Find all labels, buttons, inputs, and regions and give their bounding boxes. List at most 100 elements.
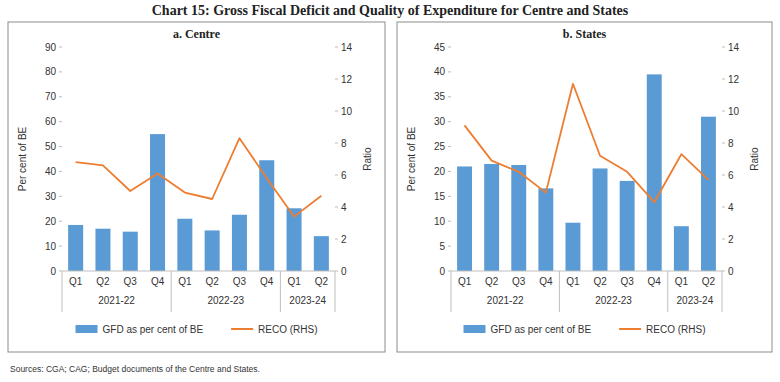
y-tick: [59, 96, 62, 97]
legend-item: GFD as per cent of BE: [464, 324, 592, 335]
y-tick-label: 10: [434, 216, 446, 227]
x-tick-label: Q3: [512, 276, 526, 287]
y-tick: [59, 221, 62, 222]
y2-tick-label: 12: [341, 74, 353, 85]
legend: GFD as per cent of BE RECO (RHS): [464, 324, 706, 335]
x-tick-label: Q3: [233, 276, 247, 287]
group-separator: [171, 271, 172, 312]
y2-tick: [335, 143, 338, 144]
group-label: 2022-23: [207, 295, 244, 306]
line: [465, 84, 709, 202]
y2-tick-label: 10: [728, 106, 740, 117]
x-tick-label: Q3: [620, 276, 634, 287]
x-tick-label: Q2: [485, 276, 499, 287]
y2-tick-label: 2: [728, 234, 734, 245]
x-tick-label: Q2: [593, 276, 607, 287]
y-tick: [59, 71, 62, 72]
x-tick-label: Q1: [69, 276, 83, 287]
y-tick-label: 30: [434, 116, 446, 127]
legend-swatch: [619, 328, 641, 330]
bar: [68, 225, 83, 271]
y2-tick: [722, 143, 725, 144]
y-tick-label: 50: [45, 141, 57, 152]
y-tick: [59, 146, 62, 147]
bar: [565, 223, 580, 271]
y-tick: [448, 96, 451, 97]
y2-tick-label: 0: [728, 266, 734, 277]
y2-tick: [335, 239, 338, 240]
bar: [511, 165, 526, 271]
y-tick-label: 20: [45, 216, 57, 227]
y-tick-label: 40: [45, 166, 57, 177]
y2-tick-label: 6: [728, 170, 734, 181]
y2-tick-label: 2: [341, 234, 347, 245]
panel-frame: [397, 22, 772, 352]
panel-frame: [8, 22, 385, 352]
bar: [593, 168, 608, 271]
y2-tick-label: 6: [341, 170, 347, 181]
y2-tick: [722, 175, 725, 176]
y-tick: [448, 71, 451, 72]
bar: [287, 208, 302, 271]
y-tick: [59, 171, 62, 172]
legend-label: RECO (RHS): [258, 324, 317, 335]
y-tick-label: 30: [45, 191, 57, 202]
y2-tick-label: 10: [341, 106, 353, 117]
legend-swatch: [231, 328, 253, 330]
y-tick-label: 90: [45, 42, 57, 53]
group-label: 2021-22: [98, 295, 135, 306]
y-tick-label: 80: [45, 66, 57, 77]
y2-tick: [722, 239, 725, 240]
y-tick: [59, 246, 62, 247]
y2-tick: [335, 111, 338, 112]
group-separator: [667, 271, 668, 312]
chart-title: Chart 15: Gross Fiscal Deficit and Quali…: [152, 3, 629, 18]
bar: [314, 236, 329, 271]
y2-tick-label: 14: [341, 42, 353, 53]
x-axis: [62, 271, 335, 272]
legend-item: RECO (RHS): [619, 324, 705, 335]
chart-root: Chart 15: Gross Fiscal Deficit and Quali…: [0, 0, 780, 382]
bar: [95, 229, 110, 271]
y2-tick-label: 12: [728, 74, 740, 85]
bar: [620, 181, 635, 271]
y-tick: [448, 221, 451, 222]
y-tick: [448, 246, 451, 247]
legend-label: RECO (RHS): [646, 324, 705, 335]
y-tick: [59, 196, 62, 197]
y-tick-label: 0: [50, 266, 56, 277]
y-tick-label: 25: [434, 141, 446, 152]
bar: [123, 232, 138, 271]
x-tick-label: Q3: [124, 276, 138, 287]
y-tick-label: 70: [45, 91, 57, 102]
group-separator: [280, 271, 281, 312]
y-tick: [448, 171, 451, 172]
y-tick: [59, 121, 62, 122]
x-tick-label: Q2: [315, 276, 329, 287]
y2-tick: [722, 47, 725, 48]
y-tick-label: 60: [45, 116, 57, 127]
x-tick-label: Q2: [702, 276, 716, 287]
bar: [232, 215, 247, 271]
legend: GFD as per cent of BERECO (RHS): [76, 324, 318, 335]
y-axis-label: Per cent of BE: [406, 126, 417, 191]
y2-tick-label: 0: [341, 266, 347, 277]
y2-tick-label: 8: [728, 138, 734, 149]
bar: [457, 166, 472, 271]
y2-tick-label: 14: [728, 42, 740, 53]
y2-tick: [335, 207, 338, 208]
panel: a. Centre010203040506070809002468101214P…: [8, 22, 385, 352]
panel: b. States05101520253035404502468101214Pe…: [397, 22, 772, 352]
legend-swatch: [76, 325, 98, 333]
y-tick: [448, 47, 451, 48]
panel-title: a. Centre: [173, 27, 221, 41]
group-separator: [451, 271, 452, 312]
x-tick-label: Q4: [648, 276, 662, 287]
y2-tick: [722, 207, 725, 208]
source-note: Sources: CGA; CAG; Budget documents of t…: [10, 364, 260, 374]
group-label: 2023-24: [289, 295, 326, 306]
bar: [484, 164, 499, 271]
x-tick-label: Q1: [458, 276, 472, 287]
bar: [647, 74, 662, 271]
x-tick-label: Q2: [205, 276, 219, 287]
